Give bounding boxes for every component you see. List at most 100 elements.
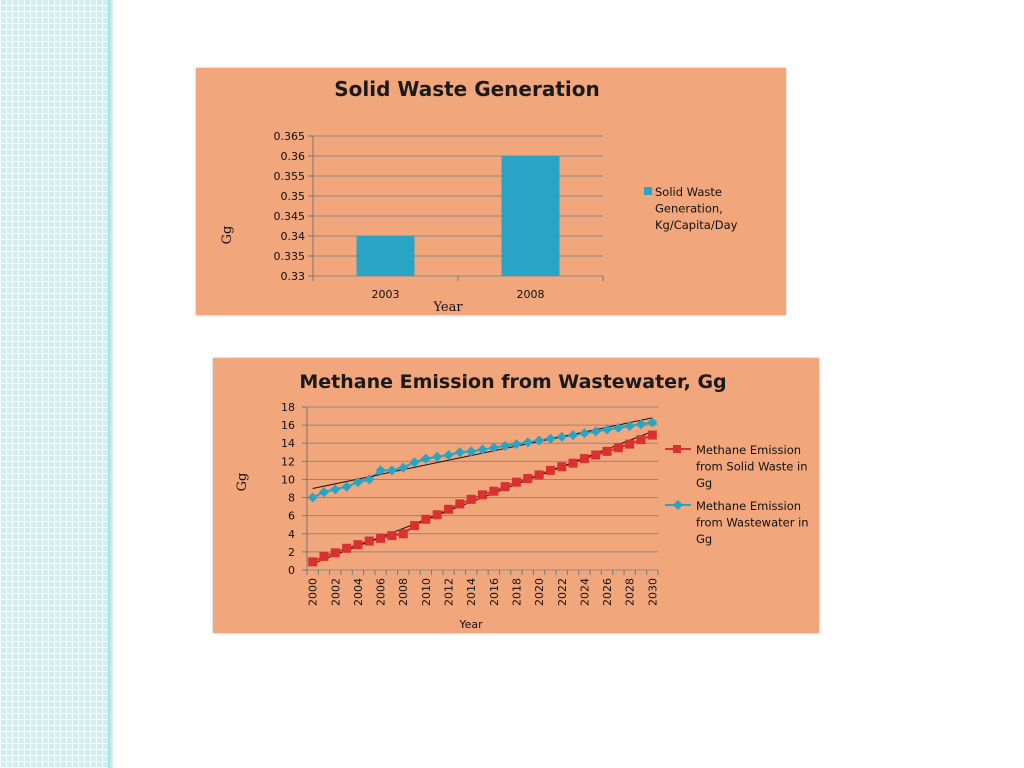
x-tick-label: 2024	[578, 578, 591, 606]
data-point	[568, 430, 579, 441]
legend-label: Methane Emission	[696, 443, 801, 457]
y-tick-label: 0.345	[274, 210, 306, 223]
data-point	[386, 465, 397, 476]
data-point	[511, 477, 521, 487]
chart-title: Methane Emission from Wastewater, Gg	[299, 371, 726, 393]
data-point	[409, 457, 420, 468]
data-point	[545, 433, 556, 444]
solid-waste-chart: Solid Waste Generation Gg Year 0.33 0.335…	[196, 68, 786, 315]
data-point	[477, 444, 488, 455]
data-point	[647, 430, 657, 440]
data-point	[364, 536, 374, 546]
data-point	[500, 482, 510, 492]
y-tick-label: 0	[288, 564, 295, 577]
data-point	[489, 486, 499, 496]
data-point	[534, 470, 544, 480]
legend-label: Gg	[696, 532, 712, 546]
x-tick-label: 2020	[533, 578, 546, 606]
y-tick-label: 0.355	[274, 170, 306, 183]
y-tick-label: 0.35	[281, 190, 306, 203]
legend-marker	[673, 445, 681, 453]
data-point	[534, 435, 545, 446]
data-point	[432, 510, 442, 520]
data-point	[376, 533, 386, 543]
data-point	[522, 437, 533, 448]
solid-waste-chart-svg: Solid Waste Generation Gg Year 0.33 0.335…	[220, 77, 738, 315]
data-point	[556, 431, 567, 442]
data-point	[307, 492, 318, 503]
legend-label: from Solid Waste in	[696, 460, 808, 474]
data-point	[341, 481, 352, 492]
y-tick-label: 6	[288, 510, 295, 523]
data-point	[624, 421, 635, 432]
bar	[356, 236, 415, 276]
data-point	[420, 453, 431, 464]
x-tick-label: 2030	[646, 578, 659, 606]
data-point	[375, 465, 386, 476]
methane-emission-chart-svg: Methane Emission from Wastewater, Gg Gg …	[235, 371, 809, 631]
legend-label: Kg/Capita/Day	[655, 218, 738, 232]
data-point	[455, 499, 465, 509]
data-point	[330, 548, 340, 558]
x-tick-label: 2003	[372, 288, 400, 301]
x-tick-label: 2016	[488, 578, 501, 606]
y-tick-label: 12	[281, 455, 295, 468]
legend-label: from Wastewater in	[696, 516, 809, 530]
data-point	[387, 531, 397, 541]
data-point	[568, 458, 578, 468]
bar	[501, 156, 560, 276]
data-point	[466, 446, 477, 457]
data-point	[398, 462, 409, 473]
x-tick-label: 2028	[624, 578, 637, 606]
data-point	[444, 504, 454, 514]
data-point	[330, 484, 341, 495]
data-point	[500, 440, 511, 451]
legend-label: Methane Emission	[696, 499, 801, 513]
x-tick-label: 2008	[517, 288, 545, 301]
data-point	[364, 474, 375, 485]
data-point	[488, 442, 499, 453]
data-point	[602, 446, 612, 456]
methane-emission-chart: Methane Emission from Wastewater, Gg Gg …	[213, 358, 819, 633]
x-tick-label: 2018	[510, 578, 523, 606]
y-tick-label: 8	[288, 492, 295, 505]
x-axis-label: Year	[458, 618, 483, 631]
data-point	[557, 462, 567, 472]
y-tick-label: 16	[281, 419, 295, 432]
x-tick-label: 2026	[601, 578, 614, 606]
x-tick-label: 2000	[307, 578, 320, 606]
data-point	[625, 439, 635, 449]
data-point	[454, 447, 465, 458]
y-tick-label: 2	[288, 546, 295, 559]
y-axis-label: Gg	[220, 226, 235, 245]
chart-title: Solid Waste Generation	[334, 77, 600, 101]
y-tick-label: 0.33	[281, 270, 306, 283]
y-tick-label: 10	[281, 473, 295, 486]
data-point	[478, 490, 487, 500]
y-tick-label: 0.36	[281, 150, 306, 163]
x-tick-label: 2012	[443, 578, 456, 606]
data-point	[318, 487, 329, 498]
data-point	[353, 540, 363, 550]
data-point	[579, 428, 590, 439]
data-point	[432, 451, 443, 462]
data-point	[545, 465, 555, 475]
series-line	[312, 421, 653, 499]
data-point	[613, 443, 623, 453]
y-axis-label: Gg	[235, 473, 250, 492]
data-point	[511, 439, 522, 450]
data-point	[647, 417, 658, 428]
y-tick-label: 0.335	[274, 250, 306, 263]
legend-marker	[673, 500, 683, 510]
legend-swatch	[644, 187, 652, 195]
data-point	[591, 450, 601, 460]
x-tick-label: 2006	[375, 578, 388, 606]
y-tick-label: 0.34	[281, 230, 306, 243]
x-axis-label: Year	[432, 300, 463, 315]
legend-label: Solid Waste	[655, 185, 722, 199]
data-point	[421, 514, 431, 524]
x-tick-label: 2008	[397, 578, 410, 606]
data-point	[308, 557, 318, 567]
data-point	[523, 474, 533, 484]
data-point	[613, 422, 624, 433]
